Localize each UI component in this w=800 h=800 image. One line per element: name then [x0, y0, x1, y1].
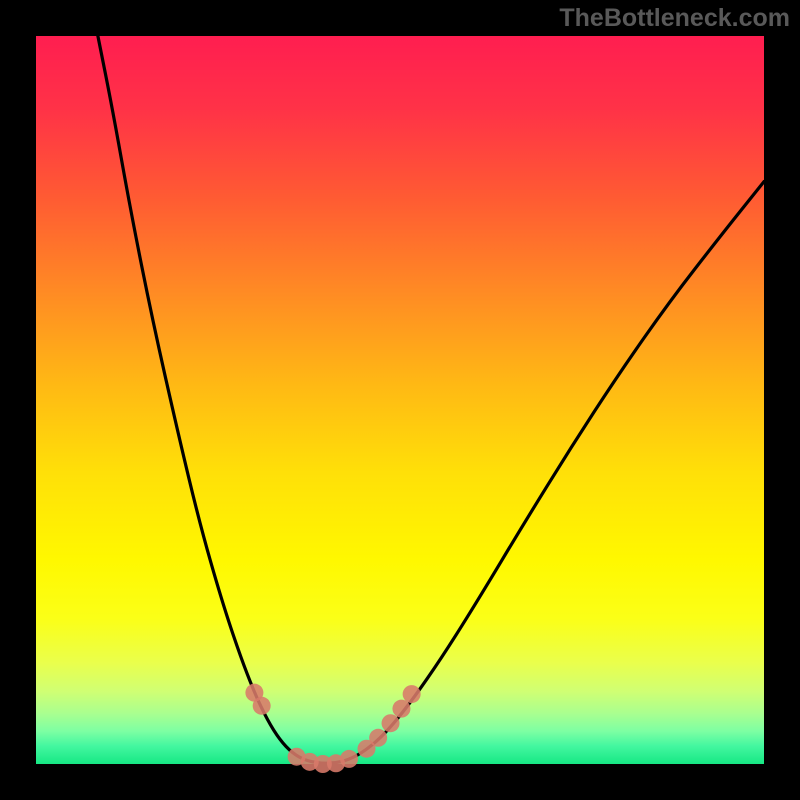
chart-stage: TheBottleneck.com [0, 0, 800, 800]
black-frame [0, 0, 800, 800]
watermark-text: TheBottleneck.com [559, 4, 790, 33]
